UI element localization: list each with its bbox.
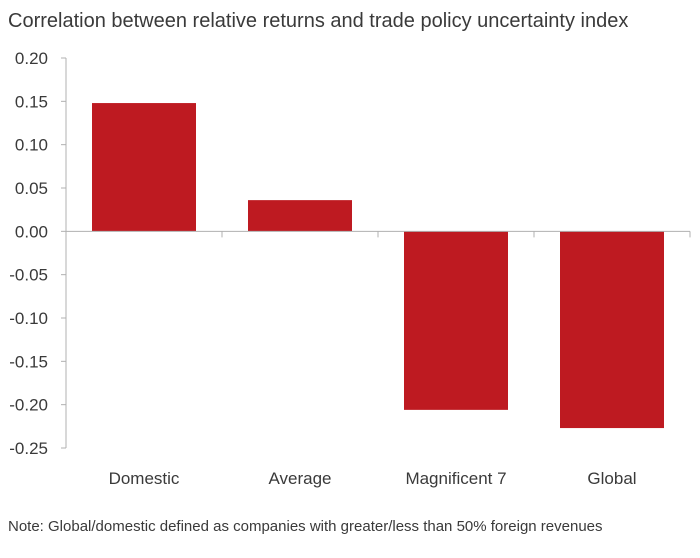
y-tick-label: -0.10 [9,309,48,328]
chart-note: Note: Global/domestic defined as compani… [8,518,603,535]
y-axis: 0.20 0.15 0.10 0.05 0.00 -0.05 -0.10 -0.15 -0.20… [9,49,67,458]
y-tick-label: 0.05 [15,179,48,198]
y-tick-label: -0.05 [9,266,48,285]
bar-global [560,231,664,429]
bar-average [248,200,352,232]
bar-domestic [92,103,196,232]
y-tick-label: 0.00 [15,222,48,241]
y-tick-label: -0.20 [9,396,48,415]
x-category-label: Global [587,469,636,488]
category-labels: Domestic Average Magnificent 7 Global [109,469,637,488]
y-tick-label: -0.15 [9,352,48,371]
x-category-label: Domestic [109,469,180,488]
y-tick-label: -0.25 [9,439,48,458]
bar-magnificent-7 [404,231,508,410]
y-tick-label: 0.20 [15,49,48,68]
x-axis [65,230,691,238]
y-tick-label: 0.10 [15,136,48,155]
x-category-label: Average [268,469,331,488]
chart-title: Correlation between relative returns and… [8,10,629,32]
x-category-label: Magnificent 7 [405,469,506,488]
y-tick-label: 0.15 [15,92,48,111]
bars [92,103,664,429]
